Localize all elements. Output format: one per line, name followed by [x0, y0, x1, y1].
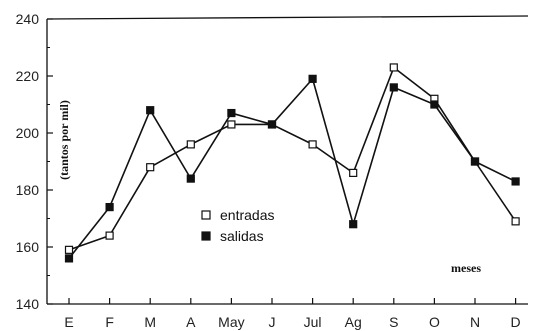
x-tick-label: J: [269, 314, 276, 330]
y-tick-label: 200: [16, 125, 40, 141]
y-tick-label: 220: [16, 68, 40, 84]
legend-marker-salidas: [201, 231, 211, 241]
top-border-line: [46, 15, 529, 20]
x-tick-label: E: [64, 314, 73, 330]
salidas-line: [68, 78, 516, 259]
legend-label-entradas: entradas: [220, 207, 274, 223]
series-salidas: [64, 74, 520, 263]
x-axis: E F M A May J Jul Ag S O N D: [64, 298, 521, 330]
x-tick-label: M: [144, 314, 156, 330]
salidas-point: [227, 108, 236, 118]
x-tick-label: N: [470, 314, 480, 330]
x-tick-label: May: [218, 314, 244, 330]
y-tick-label: 160: [16, 239, 40, 255]
entradas-point: [146, 163, 155, 172]
x-tick-label: S: [389, 314, 398, 330]
entradas-point: [105, 231, 114, 240]
x-tick-label: D: [511, 314, 521, 330]
y-tick-label: 180: [16, 182, 40, 198]
salidas-point: [308, 74, 317, 83]
y-tick-label: 140: [16, 296, 40, 312]
salidas-point: [105, 203, 114, 212]
legend-marker-entradas: [201, 210, 211, 220]
x-axis-title: meses: [451, 261, 481, 275]
entradas-point: [511, 217, 520, 226]
salidas-point: [146, 106, 155, 115]
salidas-point: [389, 83, 398, 92]
x-tick-label: Jul: [304, 314, 322, 330]
salidas-point: [430, 100, 439, 109]
y-axis: 140 160 180 200 220 240: [16, 11, 53, 312]
salidas-point: [64, 254, 74, 263]
salidas-point: [349, 220, 358, 229]
y-axis-title: (tantos por mil): [57, 100, 71, 180]
salidas-point: [511, 177, 520, 186]
y-tick-label: 240: [16, 11, 40, 27]
legend-label-salidas: salidas: [220, 228, 264, 244]
entradas-point: [349, 168, 358, 177]
entradas-line: [68, 66, 517, 251]
salidas-point: [186, 174, 195, 183]
series-entradas: [64, 63, 520, 254]
entradas-point: [389, 63, 398, 72]
legend: entradas salidas: [201, 207, 274, 244]
salidas-point: [267, 120, 277, 129]
x-tick-label: F: [105, 314, 114, 330]
x-tick-label: O: [429, 314, 440, 330]
entradas-point: [64, 245, 74, 254]
x-tick-label: Ag: [345, 314, 362, 330]
entradas-point: [227, 120, 236, 129]
entradas-point: [186, 140, 195, 149]
salidas-point: [470, 157, 480, 166]
entradas-point: [308, 140, 317, 149]
series-layer: [64, 63, 520, 263]
x-tick-label: A: [186, 314, 196, 330]
